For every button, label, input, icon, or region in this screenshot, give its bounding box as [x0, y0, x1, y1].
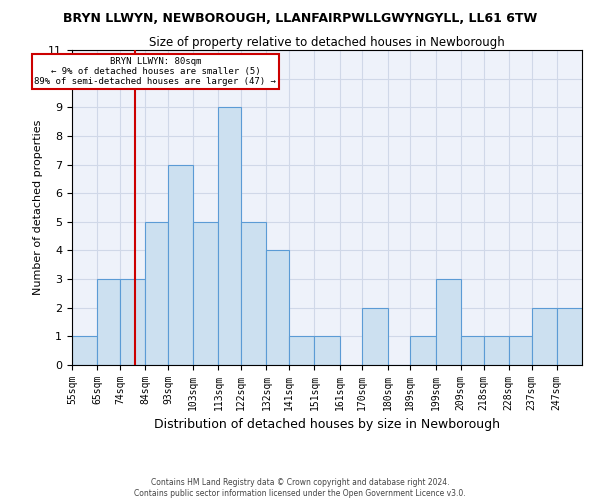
- Text: BRYN LLWYN, NEWBOROUGH, LLANFAIRPWLLGWYNGYLL, LL61 6TW: BRYN LLWYN, NEWBOROUGH, LLANFAIRPWLLGWYN…: [63, 12, 537, 26]
- Bar: [97, 279, 120, 365]
- Bar: [532, 308, 557, 365]
- Bar: [168, 164, 193, 365]
- Text: Contains HM Land Registry data © Crown copyright and database right 2024.
Contai: Contains HM Land Registry data © Crown c…: [134, 478, 466, 498]
- Bar: [509, 336, 532, 365]
- X-axis label: Distribution of detached houses by size in Newborough: Distribution of detached houses by size …: [154, 418, 500, 432]
- Bar: [557, 308, 582, 365]
- Bar: [461, 336, 484, 365]
- Bar: [289, 336, 314, 365]
- Bar: [436, 279, 461, 365]
- Bar: [314, 336, 340, 365]
- Bar: [410, 336, 436, 365]
- Bar: [241, 222, 266, 365]
- Bar: [362, 308, 388, 365]
- Text: BRYN LLWYN: 80sqm
← 9% of detached houses are smaller (5)
89% of semi-detached h: BRYN LLWYN: 80sqm ← 9% of detached house…: [34, 56, 276, 86]
- Bar: [145, 222, 168, 365]
- Bar: [193, 222, 218, 365]
- Bar: [484, 336, 509, 365]
- Bar: [266, 250, 289, 365]
- Bar: [120, 279, 145, 365]
- Bar: [218, 108, 241, 365]
- Title: Size of property relative to detached houses in Newborough: Size of property relative to detached ho…: [149, 36, 505, 49]
- Y-axis label: Number of detached properties: Number of detached properties: [33, 120, 43, 295]
- Bar: [72, 336, 97, 365]
